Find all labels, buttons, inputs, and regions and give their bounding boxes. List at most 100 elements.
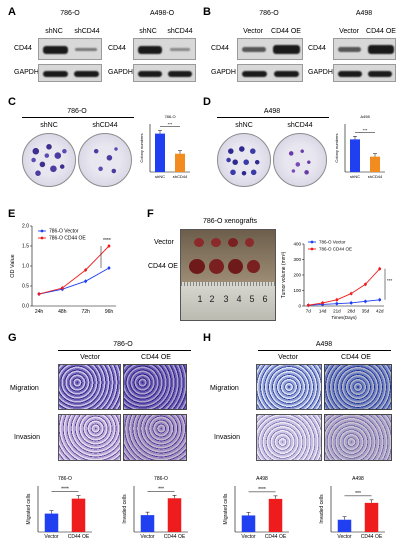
blot-a2-lane-2: shCD44 [167, 28, 193, 35]
colony-c-group-2: shCD44 [92, 122, 118, 129]
bar-2 [71, 498, 86, 532]
series-point [335, 302, 339, 306]
y-axis-label: Colony numbers [334, 133, 339, 162]
transwell-g-title: 786-O [113, 341, 133, 348]
significance-stars: **** [103, 238, 111, 244]
panel-label-f: F [147, 208, 154, 220]
x-tick-label-1: Vector [44, 534, 59, 540]
x-tick-label-3: 21d [333, 309, 341, 314]
y-axis-label: Migrated cells [26, 493, 32, 524]
x-tick-label-4: 96h [105, 309, 114, 315]
colony-dish-shcd44-786o [78, 133, 132, 187]
x-tick-label-2: shCD44 [173, 174, 188, 179]
x-tick-label-2: CD44 OE [68, 534, 90, 540]
bar-1 [337, 519, 352, 532]
colonies [278, 138, 322, 182]
bar-2 [167, 498, 182, 532]
y-axis-label: Migrated cells [223, 493, 229, 524]
ruler-num-5: 5 [249, 294, 255, 304]
band [170, 48, 190, 51]
blot-a2-row-cd44: CD44 [108, 45, 126, 52]
series-point [349, 292, 353, 295]
legend-label-1: 786-O Vector [319, 240, 346, 245]
band [43, 46, 68, 54]
x-tick-label-2: 48h [58, 309, 67, 315]
xeno-row-vector: Vector [154, 239, 174, 246]
blot-b2-lane-1: Vector [339, 28, 359, 35]
y-axis-label: Invaded cells [319, 494, 325, 524]
blot-a2-title: A498-O [149, 10, 175, 17]
colony-c-title: 786-O [67, 108, 87, 115]
micrograph-786o-vector-migration [58, 364, 121, 410]
band [273, 45, 300, 54]
transwell-g-row-migration: Migration [10, 385, 39, 392]
h-invasion-bar-chart: A498 Invaded cells Vector CD44 OE *** [319, 476, 385, 540]
g-migration-bar-chart: 786-O Migrated cells Vector CD44 OE **** [26, 476, 92, 540]
ruler-num-4: 4 [236, 294, 242, 304]
series-point [107, 266, 111, 270]
y-axis-label: Colony numbers [139, 133, 144, 162]
panel-label-c: C [8, 96, 16, 108]
series-point [378, 267, 382, 271]
bar-2 [370, 156, 380, 172]
bar-1 [155, 133, 165, 172]
significance-stars: *** [387, 278, 393, 283]
bar-2 [268, 498, 283, 532]
x-tick-label-1: shNC [350, 174, 360, 179]
blot-a1-cd44-strip [38, 38, 102, 60]
colony-c-title-line [22, 117, 134, 118]
y-tick-label: 0 [298, 304, 301, 309]
x-tick-label-5: 35d [362, 309, 370, 314]
blot-a1-row-cd44: CD44 [14, 45, 32, 52]
xeno-title: 786-O xenografts [202, 218, 258, 225]
legend-marker-2 [310, 247, 314, 251]
transwell-h-title-line [258, 350, 391, 351]
tumor [189, 259, 205, 274]
bar-1 [350, 139, 360, 172]
blot-b2-row-cd44: CD44 [308, 45, 326, 52]
xeno-row-cd44oe: CD44 OE [148, 263, 178, 270]
ruler-num-6: 6 [262, 294, 268, 304]
y-tick-label: 300 [293, 257, 301, 262]
significance-stars: *** [168, 122, 173, 127]
colony-dish-shnc-786o [22, 133, 76, 187]
blot-b2-cd44-strip [333, 38, 396, 60]
colony-dish-shnc-a498 [217, 133, 271, 187]
x-tick-label-1: shNC [155, 174, 165, 179]
series-point [306, 303, 310, 307]
bar-2 [364, 502, 379, 532]
y-tick-label: 200 [293, 273, 301, 278]
x-tick-label-6: 42d [376, 309, 384, 314]
blot-a2-lane-1: shNC [139, 28, 157, 35]
ruler-num-3: 3 [223, 294, 229, 304]
tumor [209, 259, 224, 274]
x-tick-label-2: CD44 OE [265, 534, 287, 540]
colony-d-title: A498 [263, 108, 281, 115]
tumor [247, 260, 260, 273]
transwell-h-col-2: CD44 OE [341, 354, 371, 361]
y-tick-label: 0.5 [22, 284, 29, 290]
panel-label-g: G [8, 332, 17, 344]
g-invasion-bar-chart: 786-O Invaded cells Vector CD44 OE *** [122, 476, 188, 540]
chart-title: A498 [360, 114, 370, 119]
x-tick-label-1: Vector [140, 534, 155, 540]
y-axis-label: Tumor volume (mm³) [281, 251, 287, 298]
blot-b2-gapdh-strip [333, 64, 396, 82]
bar-2 [175, 153, 185, 172]
band [338, 71, 362, 77]
legend-marker-2 [40, 236, 44, 240]
series-point [364, 299, 367, 303]
ruler-num-2: 2 [209, 294, 215, 304]
bar-1 [44, 513, 59, 532]
growth-line-chart: 2.0 1.5 1.0 0.5 0.0 24h 48h 72h 96h OD Value 786-O… [10, 224, 116, 315]
x-tick-label-2: shCD44 [368, 174, 383, 179]
transwell-g-row-invasion: Invasion [14, 434, 41, 441]
blot-b1-gapdh-strip [237, 64, 303, 82]
y-tick-label: 1.5 [22, 244, 29, 250]
x-tick-label-1: 24h [35, 309, 44, 315]
series-point [378, 298, 382, 302]
blot-b1-row-gapdh: GAPDH [211, 69, 236, 76]
colony-c-bar-chart: 786-O Colony numbers shNC shCD44 *** [139, 114, 190, 179]
transwell-g-col-2: CD44 OE [141, 354, 171, 361]
series-point [84, 268, 88, 272]
